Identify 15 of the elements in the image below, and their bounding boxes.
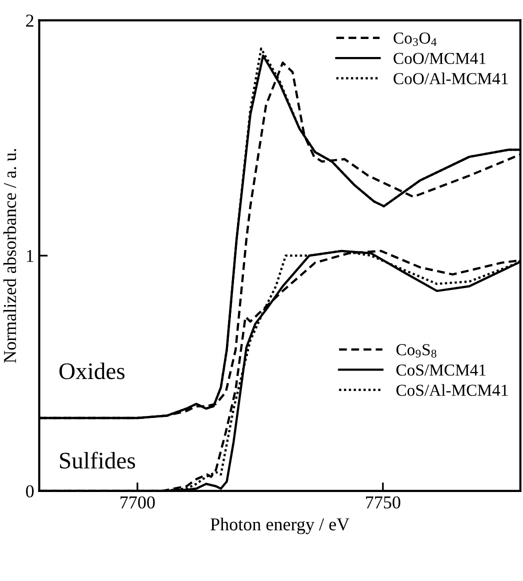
x-tick-label: 7750 bbox=[366, 496, 400, 509]
legend-label: Co$_{9}$S$_{8}$ bbox=[396, 344, 436, 358]
y-tick-label: 1 bbox=[26, 250, 34, 262]
legend-label: CoO/MCM41 bbox=[394, 52, 486, 64]
y-axis-title: Normalized absorbance / a. u. bbox=[3, 149, 16, 363]
legend-label: CoS/MCM41 bbox=[396, 364, 486, 376]
y-tick-label: 2 bbox=[26, 14, 34, 27]
annotation: Sulfides bbox=[60, 452, 136, 469]
legend-label: Co$_{3}$O$_{4}$ bbox=[394, 32, 437, 46]
x-tick-label: 7700 bbox=[120, 496, 155, 509]
annotation: Oxides bbox=[59, 362, 125, 380]
x-axis-title: Photon energy / eV bbox=[210, 518, 350, 534]
legend-label: CoS/Al-MCM41 bbox=[396, 384, 508, 396]
legend-label: CoO/Al-MCM41 bbox=[394, 72, 508, 84]
y-tick-label: 0 bbox=[26, 485, 34, 498]
